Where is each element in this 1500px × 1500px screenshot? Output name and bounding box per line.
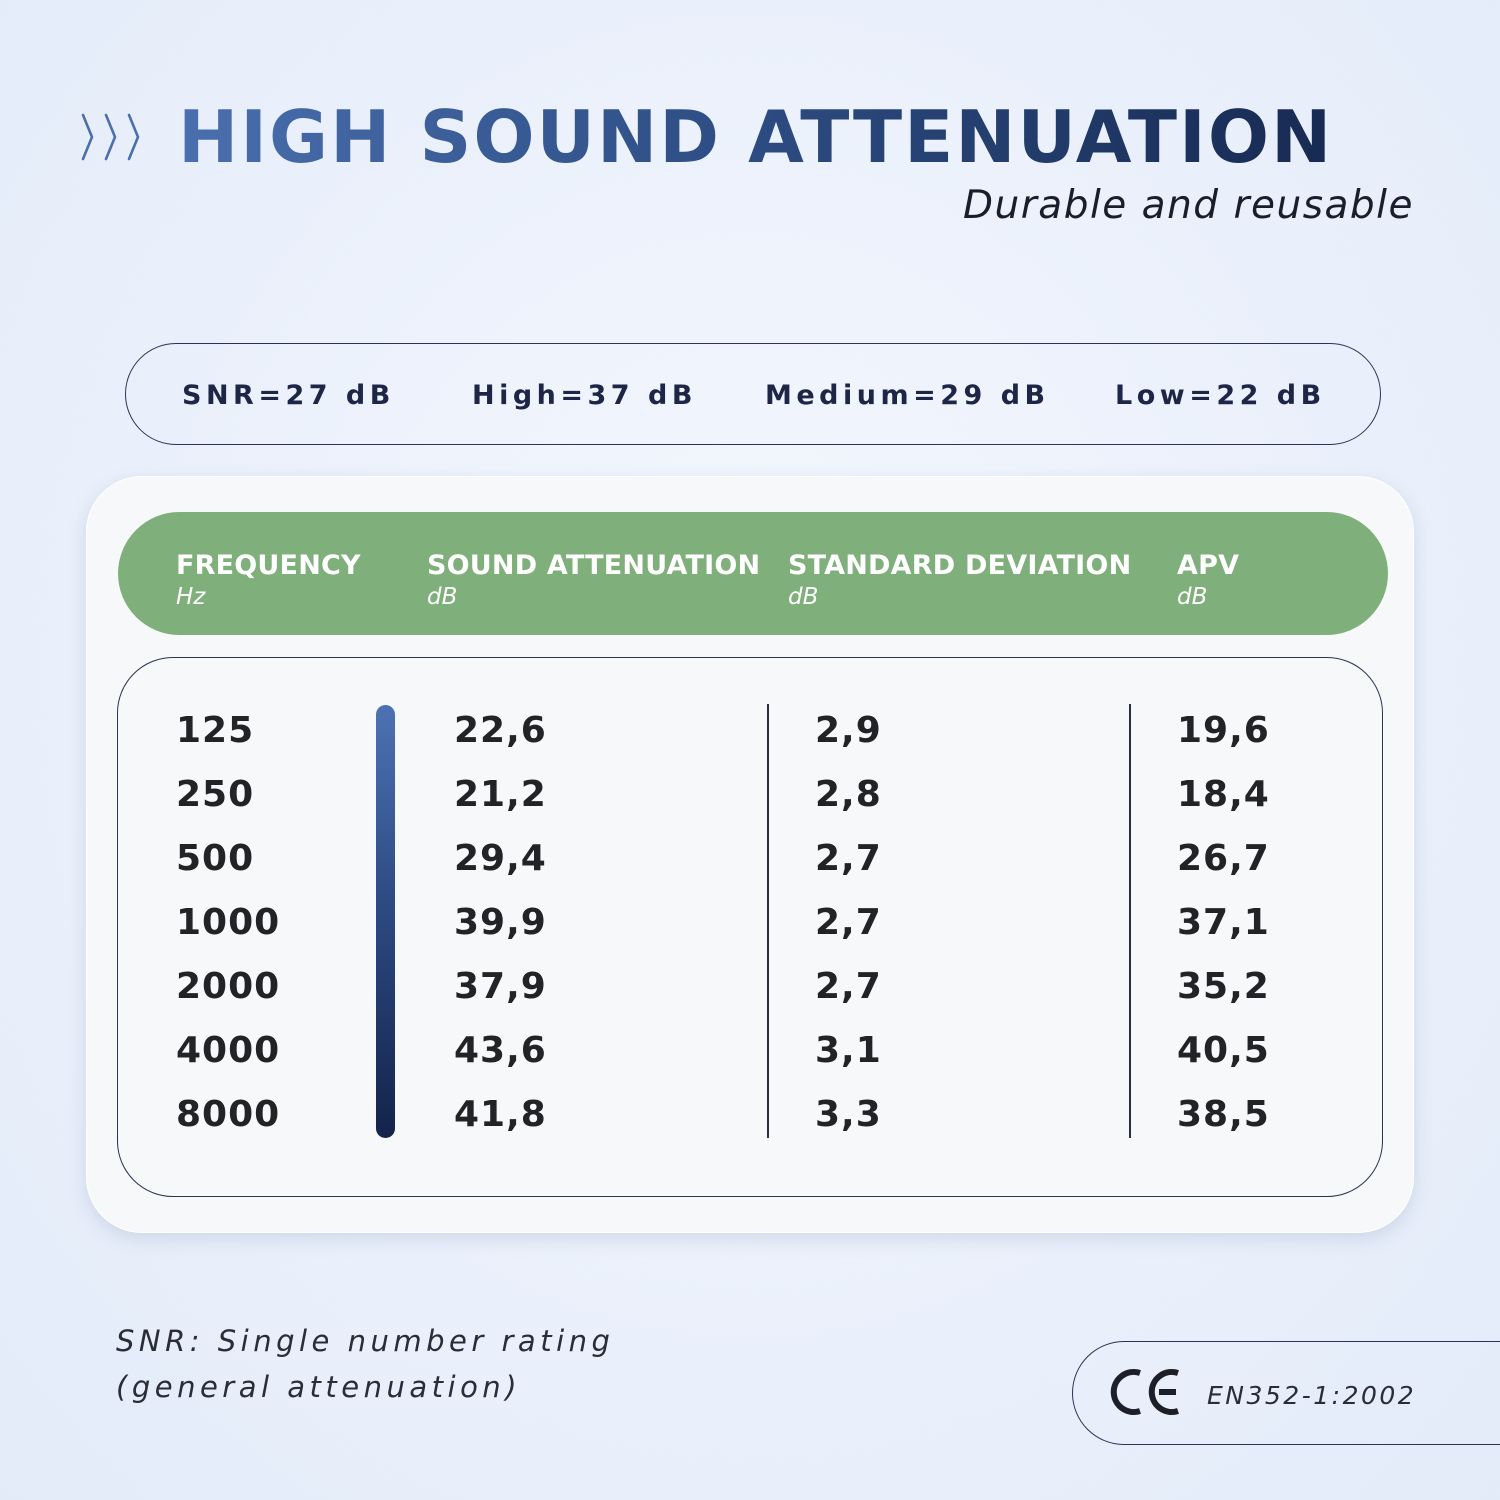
column-apv: 19,6 18,4 26,7 37,1 35,2 40,5 38,5 [1177,710,1270,1158]
header-apv: APV dB [1177,550,1239,612]
header-frequency: FREQUENCY Hz [176,550,361,612]
header-sound-attenuation: SOUND ATTENUATION dB [427,550,760,612]
table-header: FREQUENCY Hz SOUND ATTENUATION dB STANDA… [118,512,1388,635]
table-cell: 37,9 [454,966,547,1007]
table-cell: 250 [176,774,255,815]
header-unit: dB [427,584,458,610]
header-label: SOUND ATTENUATION [427,550,761,581]
table-cell: 39,9 [454,902,547,943]
table-cell: 38,5 [1177,1094,1270,1135]
ce-mark-icon [1110,1369,1179,1415]
certification-badge [1072,1341,1500,1445]
header-label: APV [1177,550,1240,581]
table-cell: 3,3 [815,1094,882,1135]
rating-snr: SNR=27 dB [182,380,395,411]
table-cell: 35,2 [1177,966,1270,1007]
table-cell: 43,6 [454,1030,547,1071]
rating-medium: Medium=29 dB [765,380,1050,411]
table-cell: 3,1 [815,1030,882,1071]
table-cell: 2,9 [815,710,882,751]
page-title: HIGH SOUND ATTENUATION [178,92,1333,182]
column-attenuation: 22,6 21,2 29,4 39,9 37,9 43,6 41,8 [454,710,547,1158]
table-cell: 41,8 [454,1094,547,1135]
rating-high: High=37 dB [472,380,697,411]
table-cell: 1000 [176,902,281,943]
table-cell: 2,7 [815,838,882,879]
page-subtitle: Durable and reusable [963,183,1414,228]
table-cell: 19,6 [1177,710,1270,751]
ratings-summary: SNR=27 dB High=37 dB Medium=29 dB Low=22… [125,343,1381,445]
standard-code: EN352-1:2002 [1207,1381,1417,1410]
column-divider [767,704,769,1138]
footnote-line: SNR: Single number rating [116,1324,615,1358]
table-body [117,657,1383,1197]
table-cell: 2,8 [815,774,882,815]
table-cell: 125 [176,710,255,751]
header-unit: dB [788,584,819,610]
header-unit: Hz [176,584,206,610]
table-cell: 500 [176,838,255,879]
table-cell: 29,4 [454,838,547,879]
gradient-bar-decoration [376,705,395,1138]
table-cell: 2,7 [815,902,882,943]
header-label: FREQUENCY [176,550,361,581]
table-cell: 2000 [176,966,281,1007]
table-cell: 2,7 [815,966,882,1007]
table-cell: 37,1 [1177,902,1270,943]
footnote-line: (general attenuation) [116,1370,522,1404]
header-standard-deviation: STANDARD DEVIATION dB [788,550,1131,612]
column-frequency: 125 250 500 1000 2000 4000 8000 [176,710,280,1158]
chevrons-icon [81,113,140,161]
table-cell: 40,5 [1177,1030,1270,1071]
column-divider [1129,704,1131,1138]
table-cell: 21,2 [454,774,547,815]
rating-low: Low=22 dB [1115,380,1326,411]
column-std-deviation: 2,9 2,8 2,7 2,7 2,7 3,1 3,3 [815,710,882,1158]
header-unit: dB [1177,584,1208,610]
table-cell: 8000 [176,1094,281,1135]
header-label: STANDARD DEVIATION [788,550,1132,581]
table-cell: 26,7 [1177,838,1270,879]
table-cell: 4000 [176,1030,281,1071]
table-cell: 22,6 [454,710,547,751]
table-cell: 18,4 [1177,774,1270,815]
snr-footnote: SNR: Single number rating (general atten… [116,1318,614,1410]
